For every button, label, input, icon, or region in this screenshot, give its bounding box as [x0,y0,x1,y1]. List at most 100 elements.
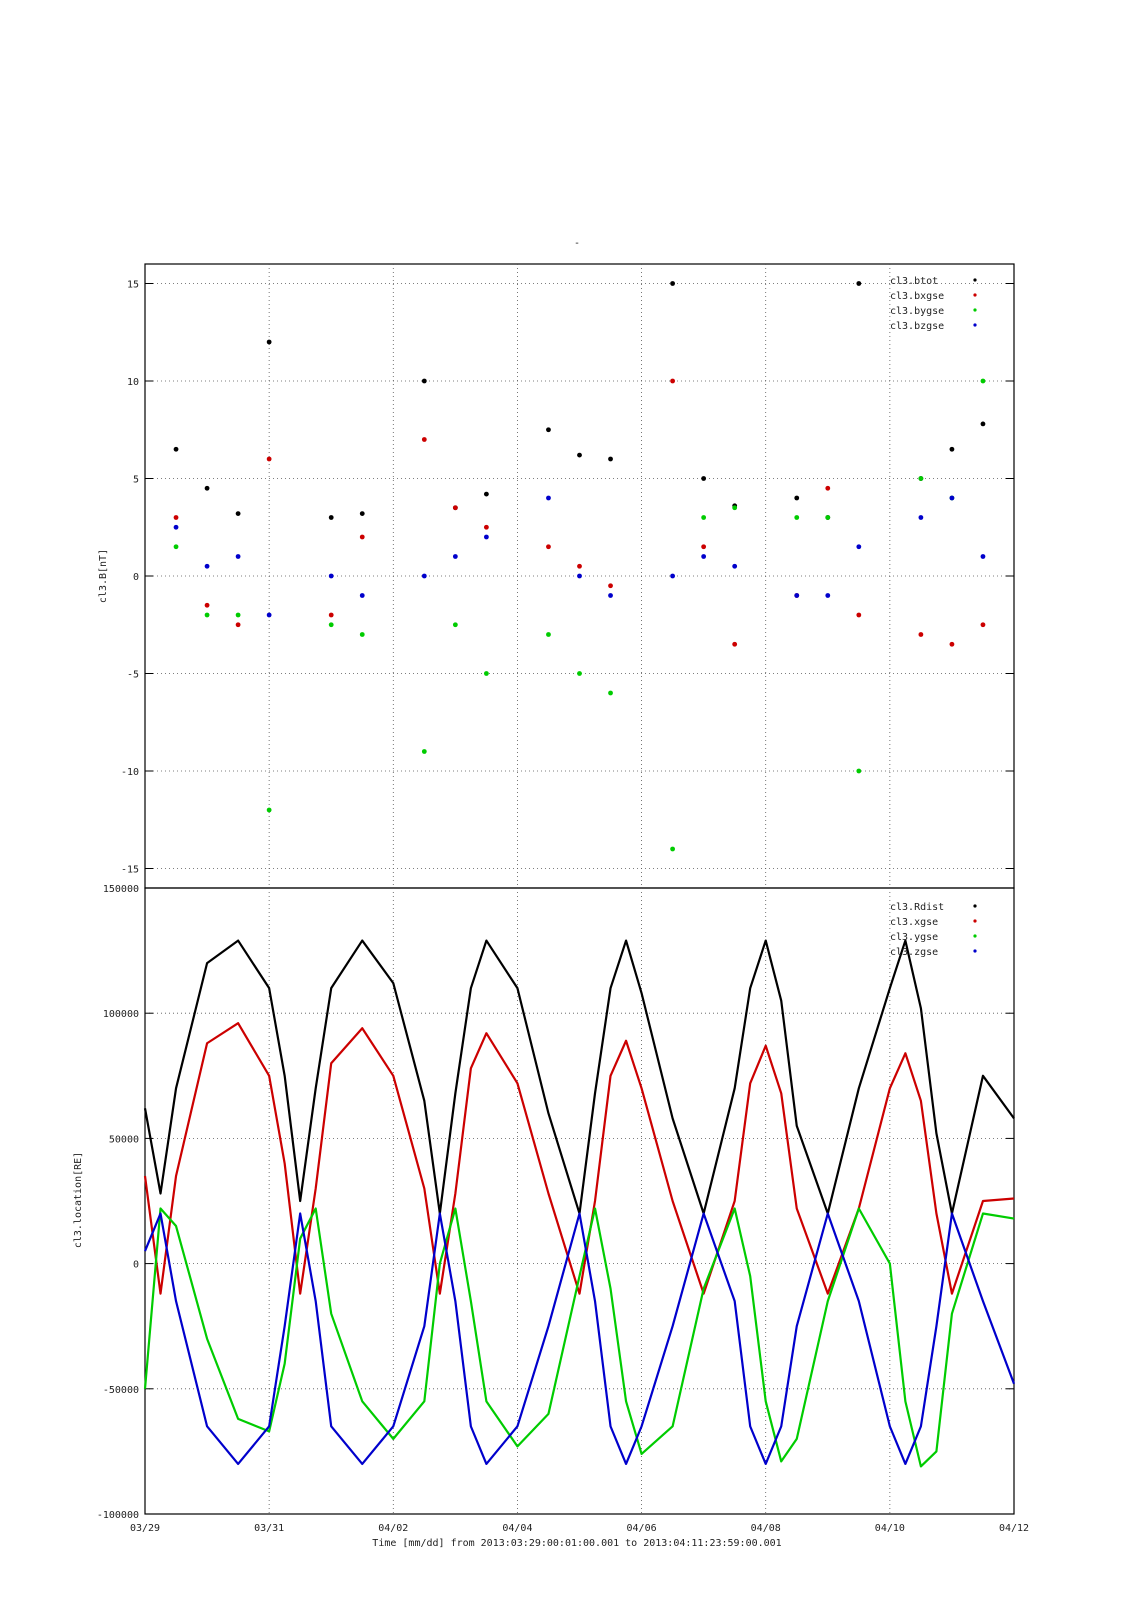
data-point [173,544,179,550]
data-point [701,544,707,550]
data-point [546,544,551,550]
data-point [856,612,862,618]
top-legend: cl3.btot cl3.bxgse cl3.bygse cl3.bzgse [890,276,977,332]
legend-swatch [973,323,977,327]
data-point [204,612,210,618]
data-point [266,456,272,462]
bottom-panel: -100000 -50000 0 50000 100000 150000 cl3.loca… [73,884,1016,1521]
series-line [143,1207,1015,1468]
data-point [608,583,613,589]
data-point [794,515,800,520]
data-point [825,515,831,520]
legend-label-bygse: cl3.bygse [890,306,944,317]
data-point [577,573,582,579]
data-point [266,807,272,813]
series-line [143,939,1015,1215]
legend-swatch [973,919,977,923]
x-tick-label: 03/29 [130,1523,160,1534]
bottom-plot-frame [144,887,1015,1515]
legend-label-zgse: cl3.zgse [890,947,938,958]
data-point [359,511,365,516]
data-point [235,622,241,628]
data-point [980,554,986,559]
legend-label-btot: cl3.btot [890,276,938,287]
y-tick-label: -15 [121,865,139,876]
y-tick-label: -100000 [97,1510,139,1521]
y-tick-label: 0 [133,572,139,583]
data-point [546,495,551,501]
y-tick-label: -5 [127,670,139,681]
data-point [421,749,427,754]
page-title: - [574,238,580,249]
legend-swatch [973,949,977,953]
legend-label-ygse: cl3.ygse [890,932,938,943]
data-point [856,281,862,286]
legend-label-xgse: cl3.xgse [890,917,938,928]
x-tick-label: 04/02 [378,1523,408,1534]
data-point [608,593,613,598]
data-point [266,612,272,618]
data-point [670,378,676,384]
data-point [701,554,707,559]
data-point [608,456,613,462]
bottom-data-marks [143,939,1016,1468]
data-point [235,511,241,516]
bottom-y-ticks: -100000 -50000 0 50000 100000 150000 [97,884,1014,1521]
top-ylabel: cl3.B[nT] [98,549,109,603]
data-point [483,524,489,530]
data-point [546,632,551,637]
data-point [949,641,955,647]
data-point [359,632,365,637]
x-tick-label: 03/31 [254,1523,284,1534]
data-point [918,476,924,481]
data-point [204,485,210,491]
data-point [359,534,365,540]
data-point [483,534,489,540]
data-point [794,495,800,501]
top-gridlines [145,264,1014,888]
data-point [577,671,582,676]
data-point [452,622,458,628]
y-tick-label: 10 [127,377,139,388]
bottom-legend: cl3.Rdist cl3.xgse cl3.ygse cl3.zgse [890,902,977,958]
data-point [980,622,986,628]
data-point [825,485,831,491]
data-point [980,421,986,427]
data-point [483,491,489,497]
data-point [204,563,210,569]
y-tick-label: -10 [121,767,139,778]
data-point [421,437,427,442]
legend-label-bxgse: cl3.bxgse [890,291,944,302]
data-point [173,515,179,520]
data-point [670,846,676,852]
top-data-marks [173,281,986,852]
series-line [143,1022,1015,1295]
y-tick-label: 5 [133,475,139,486]
data-point [421,378,427,384]
data-point [825,593,831,598]
data-point [328,612,334,618]
top-y-ticks: -15 -10 -5 0 5 10 15 [121,280,1014,876]
data-point [732,505,738,511]
y-tick-label: 15 [127,280,139,291]
y-tick-label: 50000 [109,1134,139,1145]
data-point [421,573,427,579]
data-point [918,632,924,637]
data-point [577,563,582,569]
data-point [359,593,365,598]
data-point [980,378,986,384]
data-point [328,573,334,579]
x-tick-label: 04/10 [875,1523,905,1534]
legend-swatch [973,904,977,908]
legend-label-rdist: cl3.Rdist [890,902,944,913]
data-point [732,641,738,647]
x-tick-label: 04/08 [751,1523,781,1534]
bottom-ylabel: cl3.location[RE] [73,1152,84,1248]
data-point [235,612,241,618]
data-point [732,563,738,569]
data-point [577,452,582,458]
legend-swatch [973,308,977,312]
legend-label-bzgse: cl3.bzgse [890,321,944,332]
data-point [546,427,551,433]
